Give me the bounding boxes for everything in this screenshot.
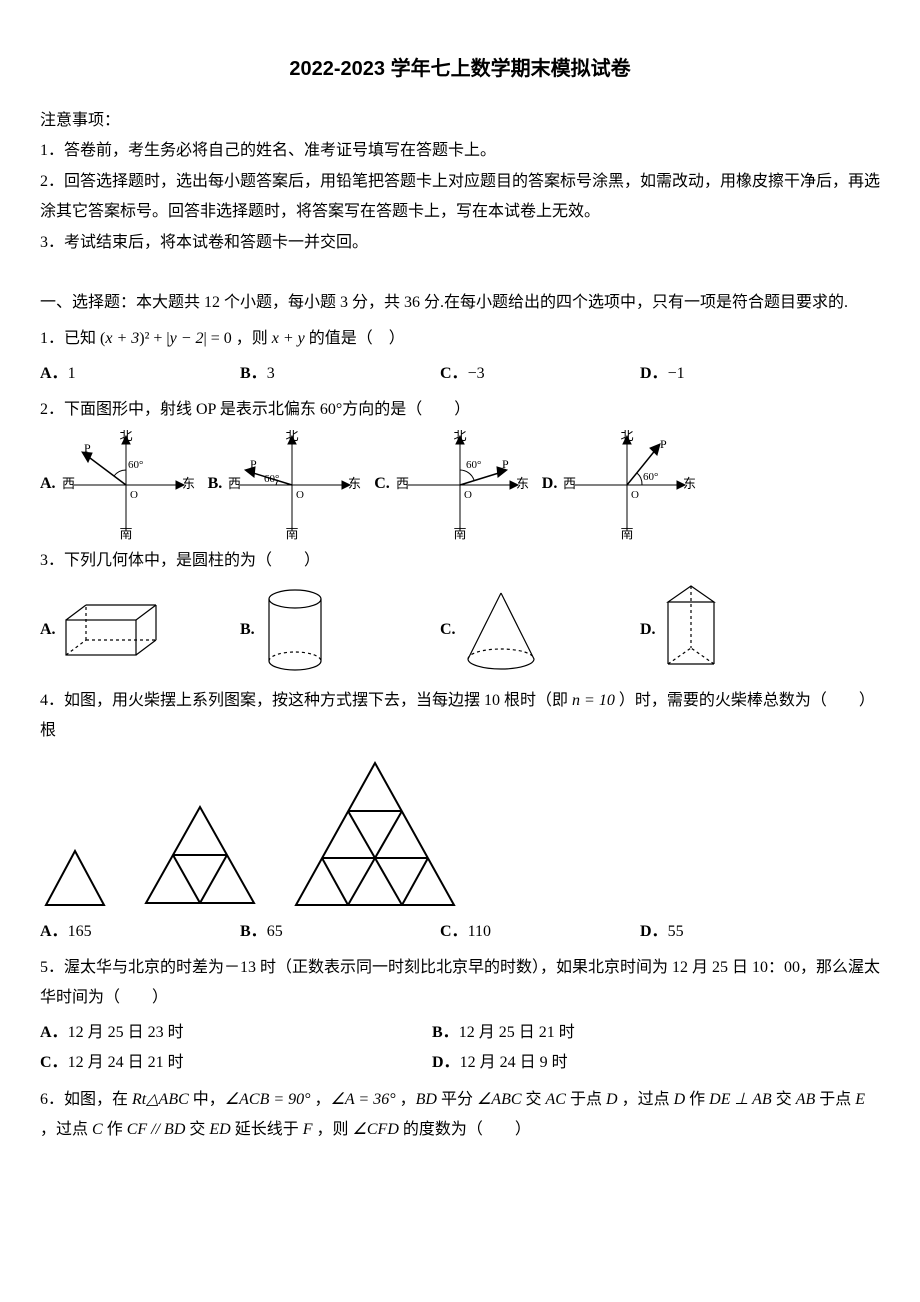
triangle-1-icon bbox=[40, 847, 110, 909]
question-1: 1．已知 (x + 3)² + |y − 2| = 0 ，则 x + y 的值是… bbox=[40, 324, 880, 389]
compass-b-icon: 北 南 东 西 O P 60° bbox=[222, 430, 362, 540]
question-2: 2．下面图形中，射线 OP 是表示北偏东 60°方向的是（ ） A. 北 南 东… bbox=[40, 395, 880, 539]
note-2: 2．回答选择题时，选出每小题答案后，用铅笔把答题卡上对应题目的答案标号涂黑，如需… bbox=[40, 167, 880, 228]
q5-opt-b: B．12 月 25 日 21 时 bbox=[432, 1018, 812, 1048]
prism-icon bbox=[656, 580, 726, 680]
q3-text: 3．下列几何体中，是圆柱的为（ ） bbox=[40, 546, 880, 576]
svg-text:南: 南 bbox=[621, 526, 634, 540]
svg-text:东: 东 bbox=[516, 476, 529, 491]
q1-opt-a: A．1 bbox=[40, 359, 228, 389]
svg-text:南: 南 bbox=[286, 526, 299, 540]
triangle-3-icon bbox=[290, 759, 460, 909]
svg-text:O: O bbox=[464, 489, 472, 501]
triangle-2-icon bbox=[140, 803, 260, 909]
question-6: 6．如图，在 Rt△ABC 中，∠ACB = 90° ，∠A = 36° ，BD… bbox=[40, 1085, 880, 1146]
cylinder-icon bbox=[255, 585, 335, 675]
q5-text: 5．渥太华与北京的时差为－13 时（正数表示同一时刻比北京早的时数），如果北京时… bbox=[40, 953, 880, 1014]
svg-text:东: 东 bbox=[683, 476, 696, 491]
svg-text:60°: 60° bbox=[128, 459, 143, 471]
svg-text:O: O bbox=[130, 489, 138, 501]
q1-opt-c: C．−3 bbox=[440, 359, 628, 389]
q2-opt-a: A. 北 南 东 西 O P 60° bbox=[40, 430, 196, 540]
note-1: 1．答卷前，考生务必将自己的姓名、准考证号填写在答题卡上。 bbox=[40, 136, 880, 166]
svg-text:北: 北 bbox=[453, 430, 466, 443]
q5-options: A．12 月 25 日 23 时 B．12 月 25 日 21 时 C．12 月… bbox=[40, 1018, 880, 1079]
compass-c-icon: 北 南 东 西 O P 60° bbox=[390, 430, 530, 540]
q6-text: 6．如图，在 Rt△ABC 中，∠ACB = 90° ，∠A = 36° ，BD… bbox=[40, 1085, 880, 1146]
q3-opt-a: A. bbox=[40, 595, 228, 665]
q5-opt-a: A．12 月 25 日 23 时 bbox=[40, 1018, 420, 1048]
svg-text:P: P bbox=[660, 437, 667, 451]
svg-text:60°: 60° bbox=[264, 473, 279, 485]
q2-opt-c: C. 北 南 东 西 O P 60° bbox=[374, 430, 530, 540]
q1-text: 1．已知 (x + 3)² + |y − 2| = 0 ，则 x + y 的值是… bbox=[40, 330, 405, 347]
cuboid-icon bbox=[56, 595, 166, 665]
question-4: 4．如图，用火柴摆上系列图案，按这种方式摆下去，当每边摆 10 根时（即 n =… bbox=[40, 686, 880, 947]
svg-text:北: 北 bbox=[286, 430, 299, 443]
q4-text: 4．如图，用火柴摆上系列图案，按这种方式摆下去，当每边摆 10 根时（即 n =… bbox=[40, 686, 880, 747]
question-5: 5．渥太华与北京的时差为－13 时（正数表示同一时刻比北京早的时数），如果北京时… bbox=[40, 953, 880, 1079]
question-3: 3．下列几何体中，是圆柱的为（ ） A. B. bbox=[40, 546, 880, 680]
svg-text:P: P bbox=[250, 457, 257, 471]
svg-text:东: 东 bbox=[182, 476, 195, 491]
compass-a-icon: 北 南 东 西 O P 60° bbox=[56, 430, 196, 540]
q4-opt-a: A．165 bbox=[40, 917, 228, 947]
svg-text:P: P bbox=[84, 441, 91, 455]
q2-opt-b: B. 北 南 东 西 O P 60° bbox=[208, 430, 363, 540]
svg-text:西: 西 bbox=[396, 476, 409, 491]
svg-text:O: O bbox=[631, 489, 639, 501]
notes-header: 注意事项： bbox=[40, 106, 880, 136]
svg-text:北: 北 bbox=[119, 430, 132, 443]
svg-text:60°: 60° bbox=[466, 459, 481, 471]
svg-text:西: 西 bbox=[228, 476, 241, 491]
q2-opt-d: D. 北 南 东 西 O P 60° bbox=[542, 430, 698, 540]
q1-options: A．1 B．3 C．−3 D．−1 bbox=[40, 359, 880, 389]
svg-text:P: P bbox=[502, 457, 509, 471]
section-1-heading: 一、选择题：本大题共 12 个小题，每小题 3 分，共 36 分.在每小题给出的… bbox=[40, 288, 880, 318]
compass-d-icon: 北 南 东 西 O P 60° bbox=[557, 430, 697, 540]
q4-opt-d: D．55 bbox=[640, 917, 828, 947]
q3-opt-c: C. bbox=[440, 585, 628, 675]
page-title: 2022-2023 学年七上数学期末模拟试卷 bbox=[40, 50, 880, 88]
q5-opt-c: C．12 月 24 日 21 时 bbox=[40, 1048, 420, 1078]
q5-opt-d: D．12 月 24 日 9 时 bbox=[432, 1048, 812, 1078]
svg-text:O: O bbox=[296, 489, 304, 501]
q3-opt-d: D. bbox=[640, 580, 828, 680]
svg-text:东: 东 bbox=[348, 476, 361, 491]
svg-text:南: 南 bbox=[119, 526, 132, 540]
svg-text:南: 南 bbox=[453, 526, 466, 540]
svg-text:60°: 60° bbox=[643, 471, 658, 483]
svg-text:西: 西 bbox=[62, 476, 75, 491]
q1-opt-d: D．−1 bbox=[640, 359, 828, 389]
q2-options: A. 北 南 东 西 O P 60° bbox=[40, 430, 880, 540]
q3-opt-b: B. bbox=[240, 585, 428, 675]
q2-text: 2．下面图形中，射线 OP 是表示北偏东 60°方向的是（ ） bbox=[40, 395, 880, 425]
q3-options: A. B. bbox=[40, 580, 880, 680]
note-3: 3．考试结束后，将本试卷和答题卡一并交回。 bbox=[40, 228, 880, 258]
q4-options: A．165 B．65 C．110 D．55 bbox=[40, 917, 880, 947]
cone-icon bbox=[456, 585, 546, 675]
q4-opt-b: B．65 bbox=[240, 917, 428, 947]
svg-text:西: 西 bbox=[563, 476, 576, 491]
q4-figure bbox=[40, 759, 880, 909]
q1-opt-b: B．3 bbox=[240, 359, 428, 389]
q4-opt-c: C．110 bbox=[440, 917, 628, 947]
svg-text:北: 北 bbox=[621, 430, 634, 443]
